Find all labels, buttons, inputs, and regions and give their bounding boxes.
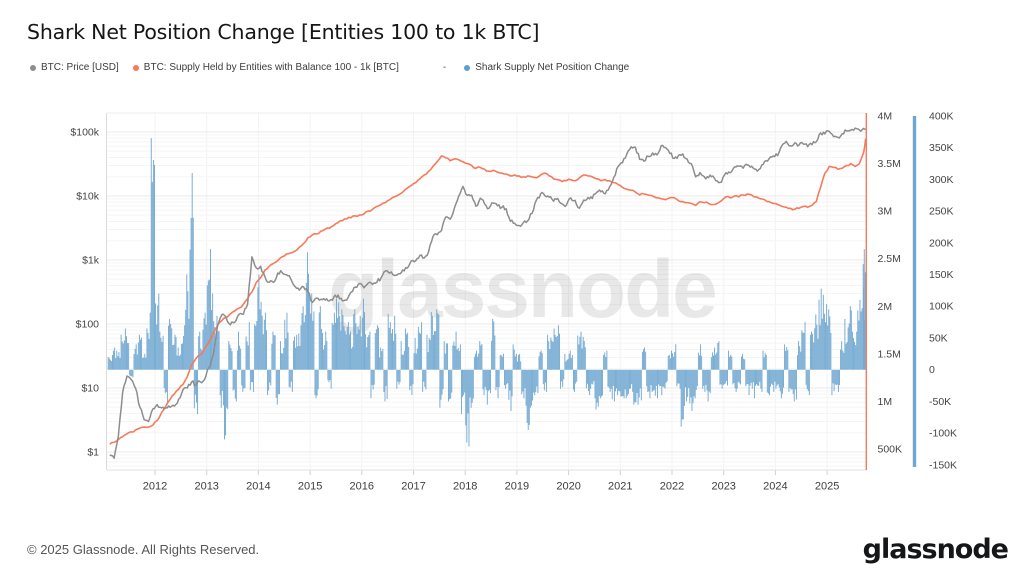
x-axis-label: 2025	[815, 481, 839, 493]
x-axis-label: 2020	[556, 481, 580, 493]
supply-tick-label: 3.5M	[878, 158, 901, 170]
copyright-text: © 2025 Glassnode. All Rights Reserved.	[27, 542, 260, 557]
legend-dot-icon	[30, 64, 36, 71]
legend-separator: -	[442, 62, 447, 73]
price-tick-label: $100	[76, 319, 100, 331]
x-axis-label: 2015	[298, 481, 322, 493]
footer: © 2025 Glassnode. All Rights Reserved. g…	[0, 534, 1024, 570]
npc-tick-label: 150K	[929, 269, 954, 281]
legend-dot-icon	[132, 64, 139, 71]
npc-tick-label: 400K	[929, 110, 954, 122]
x-axis-label: 2021	[608, 481, 632, 493]
legend-item-2[interactable]: Shark Supply Net Position Change	[464, 62, 629, 73]
legend-dot-icon	[464, 64, 471, 71]
npc-tick-label: -150K	[929, 459, 957, 471]
legend-item-0[interactable]: BTC: Price [USD]	[30, 62, 119, 73]
price-line-series	[109, 127, 866, 459]
legend-item-1[interactable]: BTC: Supply Held by Entities with Balanc…	[132, 62, 399, 73]
supply-tick-label: 2M	[878, 301, 893, 313]
price-tick-label: $10k	[76, 191, 100, 203]
x-axis-label: 2022	[660, 481, 684, 493]
supply-tick-label: 1M	[878, 396, 893, 408]
supply-tick-label: 3M	[878, 206, 893, 218]
npc-tick-label: 0	[929, 364, 935, 376]
x-axis-label: 2012	[143, 481, 167, 493]
legend-item-label: BTC: Supply Held by Entities with Balanc…	[143, 62, 399, 73]
npc-tick-label: -100K	[929, 428, 957, 440]
page-title: Shark Net Position Change [Entities 100 …	[27, 20, 540, 44]
x-axis-label: 2023	[711, 481, 735, 493]
npc-tick-label: 100K	[929, 301, 954, 313]
x-axis-label: 2018	[453, 481, 477, 493]
npc-tick-label: 300K	[929, 174, 954, 186]
legend-item-label: BTC: Price [USD]	[41, 62, 119, 73]
x-axis-label: 2013	[194, 481, 218, 493]
price-tick-label: $1k	[82, 255, 100, 267]
price-tick-label: $100k	[70, 127, 99, 139]
watermark: glassnode	[328, 244, 716, 335]
x-axis-label: 2024	[763, 481, 787, 493]
supply-tick-label: 500K	[878, 444, 903, 456]
x-axis-label: 2017	[401, 481, 425, 493]
npc-bars-series	[107, 138, 866, 447]
price-tick-label: $10	[81, 383, 99, 395]
price-tick-label: $1	[87, 447, 99, 459]
legend-item-label: Shark Supply Net Position Change	[475, 62, 630, 73]
x-axis-label: 2016	[350, 481, 374, 493]
x-axis-label: 2014	[246, 481, 270, 493]
npc-tick-label: -50K	[929, 396, 951, 408]
x-axis-label: 2019	[505, 481, 529, 493]
npc-tick-label: 200K	[929, 237, 954, 249]
npc-tick-label: 50K	[929, 332, 948, 344]
supply-line-series	[109, 138, 867, 445]
chart-legend: BTC: Price [USD] BTC: Supply Held by Enti…	[30, 62, 643, 73]
npc-tick-label: 250K	[929, 206, 954, 218]
supply-tick-label: 2.5M	[878, 253, 901, 265]
glassnode-logo[interactable]: glassnode	[862, 534, 1009, 565]
supply-tick-label: 1.5M	[878, 348, 901, 360]
npc-tick-label: 350K	[929, 142, 954, 154]
supply-tick-label: 4M	[878, 111, 893, 123]
